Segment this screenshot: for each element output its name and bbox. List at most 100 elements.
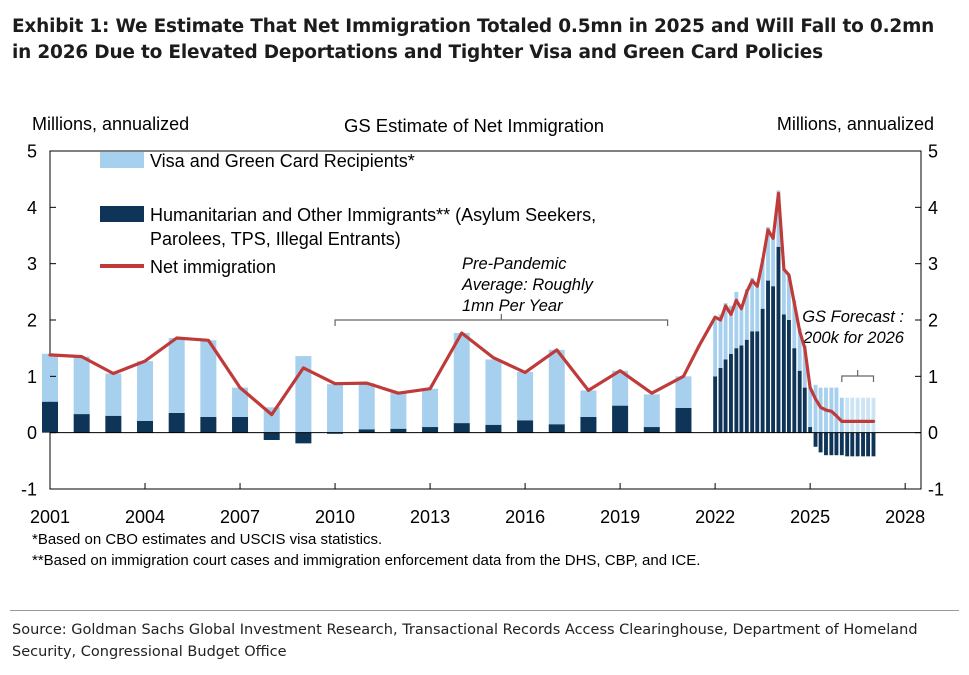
net-immigration-point [706,330,709,333]
net-immigration-point [397,392,400,395]
monthly-humanitarian-bar [818,432,823,453]
monthly-humanitarian-bar [802,387,807,433]
monthly-visa-bar [797,328,802,371]
monthly-visa-bar [808,387,813,428]
legend-humanitarian-label: Humanitarian and Other Immigrants** (Asy… [150,205,596,249]
monthly-visa-bar [760,258,765,309]
net-immigration-point [761,260,764,262]
right-y-tick-label: 5 [928,142,938,162]
monthly-humanitarian-bar [834,432,839,456]
line-layer [48,191,876,423]
net-immigration-point [714,316,716,318]
annual-visa-bar [453,332,470,424]
forecast-humanitarian-bar [850,432,855,457]
x-tick-label: 2028 [885,507,925,527]
annual-visa-bar [517,371,534,421]
legend-humanitarian-label-line: Parolees, TPS, Illegal Entrants) [150,229,401,249]
legend-humanitarian-swatch [100,206,144,222]
annual-visa-bar [643,394,660,428]
pre-pandemic-annotation-line: Pre-Pandemic [462,255,567,273]
left-y-tick-label: 3 [27,254,37,274]
forecast-humanitarian-bar [861,432,865,457]
pre-pandemic-annotation-line: 1mn Per Year [462,297,564,315]
monthly-visa-bar [755,286,760,332]
monthly-visa-bar [734,291,739,349]
pre-pandemic-annotation-line: Average: Roughly [461,276,595,294]
right-y-tick-label: 0 [928,423,938,443]
monthly-visa-bar [739,305,744,346]
annual-humanitarian-bar [73,414,90,433]
x-tick-label: 2016 [505,507,545,527]
monthly-humanitarian-bar [839,432,844,456]
monthly-humanitarian-bar [813,432,818,447]
net-immigration-point [803,347,806,349]
monthly-visa-bar [766,227,770,281]
annual-visa-bar [232,387,249,417]
annual-visa-bar [105,373,122,416]
monthly-visa-bar [802,345,807,388]
net-immigration-point [814,398,817,400]
net-immigration-point [751,279,753,282]
forecast-visa-bar [845,397,850,433]
forecast-humanitarian-bar [866,432,871,457]
annual-humanitarian-bar [327,432,344,434]
monthly-humanitarian-bar [808,427,813,433]
net-immigration-point [650,392,653,395]
net-immigration-point [724,305,727,307]
left-y-tick-label: 2 [27,311,37,331]
monthly-humanitarian-bar [723,359,728,433]
annual-humanitarian-bar [295,432,312,444]
annual-visa-bar [612,370,629,406]
annual-humanitarian-bar [168,412,185,433]
net-immigration-point [239,386,241,389]
x-tick-label: 2013 [410,507,450,527]
net-immigration-point [841,420,843,423]
annual-humanitarian-bar [422,427,439,433]
monthly-humanitarian-bar [776,246,781,433]
net-immigration-point [270,413,273,416]
monthly-humanitarian-bar [713,376,718,433]
legend-layer: Visa and Green Card Recipients* Humanitar… [100,151,596,277]
monthly-humanitarian-bar [766,280,770,433]
net-immigration-point [798,330,801,333]
annual-humanitarian-bar [105,415,122,433]
annual-visa-bar [263,407,280,433]
right-axis-label: Millions, annualized [777,114,934,134]
net-immigration-point [809,386,811,389]
monthly-humanitarian-bar [824,432,828,456]
monthly-humanitarian-bar [729,353,733,433]
right-y-tick-label: 1 [928,367,938,387]
monthly-visa-bar [834,387,839,433]
left-y-tick-label: 0 [27,423,37,443]
forecast-humanitarian-bar [855,432,860,457]
x-tick-label: 2001 [30,507,70,527]
net-immigration-point [555,349,558,351]
source-note: Source: Goldman Sachs Global Investment … [12,622,918,660]
monthly-humanitarian-bar [829,432,834,456]
net-immigration-point [783,268,785,271]
net-immigration-point [788,274,790,276]
monthly-visa-bar [718,314,723,368]
forecast-humanitarian-bar [871,432,876,457]
net-immigration-point [587,389,590,392]
monthly-visa-bar [813,384,818,433]
annual-humanitarian-bar [548,424,565,433]
monthly-visa-bar [818,387,823,433]
monthly-visa-bar [781,269,786,315]
chart-title: GS Estimate of Net Immigration [344,115,604,136]
annual-humanitarian-bar [137,420,154,433]
source-divider [10,610,959,611]
net-immigration-point [719,319,722,321]
right-y-tick-label: 2 [928,311,938,331]
annual-visa-bar [200,340,217,417]
annotation-layer: Pre-Pandemic Average: Roughly 1mn Per Year… [334,255,905,382]
legend-humanitarian-label-line: Humanitarian and Other Immigrants** (Asy… [150,205,596,225]
legend-visa-label: Visa and Green Card Recipients* [150,151,415,171]
net-immigration-point [730,313,732,316]
footnote-humanitarian: **Based on immigration court cases and i… [32,552,701,569]
annual-visa-bar [580,390,597,417]
net-immigration-point [429,387,431,390]
net-immigration-point [746,291,748,293]
net-immigration-point [524,371,526,374]
annual-humanitarian-bar [580,416,597,433]
